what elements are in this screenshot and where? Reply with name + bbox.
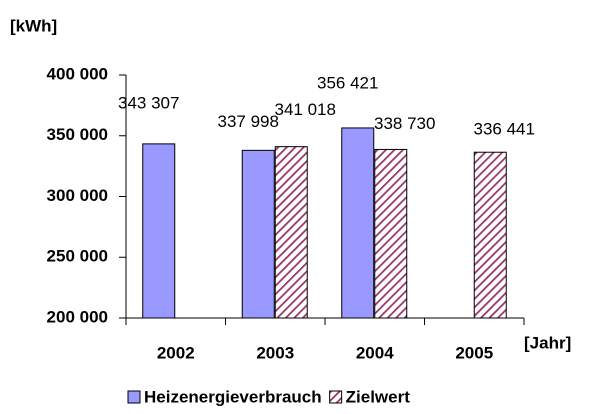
value-label: 341 018 <box>275 100 336 119</box>
y-axis-label: [kWh] <box>10 16 57 35</box>
x-tick-label: 2004 <box>356 343 394 362</box>
y-tick-label: 200 000 <box>47 307 108 326</box>
bar <box>374 148 408 319</box>
y-tick-label: 350 000 <box>47 125 108 144</box>
legend-label: Heizenergieverbrauch <box>144 387 322 406</box>
value-label: 356 421 <box>317 73 378 92</box>
bar <box>341 127 375 319</box>
bar <box>473 151 507 319</box>
bar <box>274 146 308 319</box>
y-tick-label: 400 000 <box>47 64 108 83</box>
value-label: 343 307 <box>118 93 179 112</box>
x-axis-label: [Jahr] <box>524 333 571 352</box>
y-tick-label: 300 000 <box>47 186 108 205</box>
legend-swatch <box>127 390 141 404</box>
x-tick-label: 2005 <box>455 343 493 362</box>
x-tick-label: 2002 <box>157 343 195 362</box>
bar <box>142 143 176 319</box>
x-tick-label: 2003 <box>256 343 294 362</box>
value-label: 336 441 <box>474 120 535 139</box>
value-label: 337 998 <box>218 112 279 131</box>
legend-swatch <box>329 390 343 404</box>
y-tick-label: 250 000 <box>47 247 108 266</box>
legend-label: Zielwert <box>346 387 411 406</box>
bar <box>241 149 275 319</box>
value-label: 338 730 <box>374 114 435 133</box>
